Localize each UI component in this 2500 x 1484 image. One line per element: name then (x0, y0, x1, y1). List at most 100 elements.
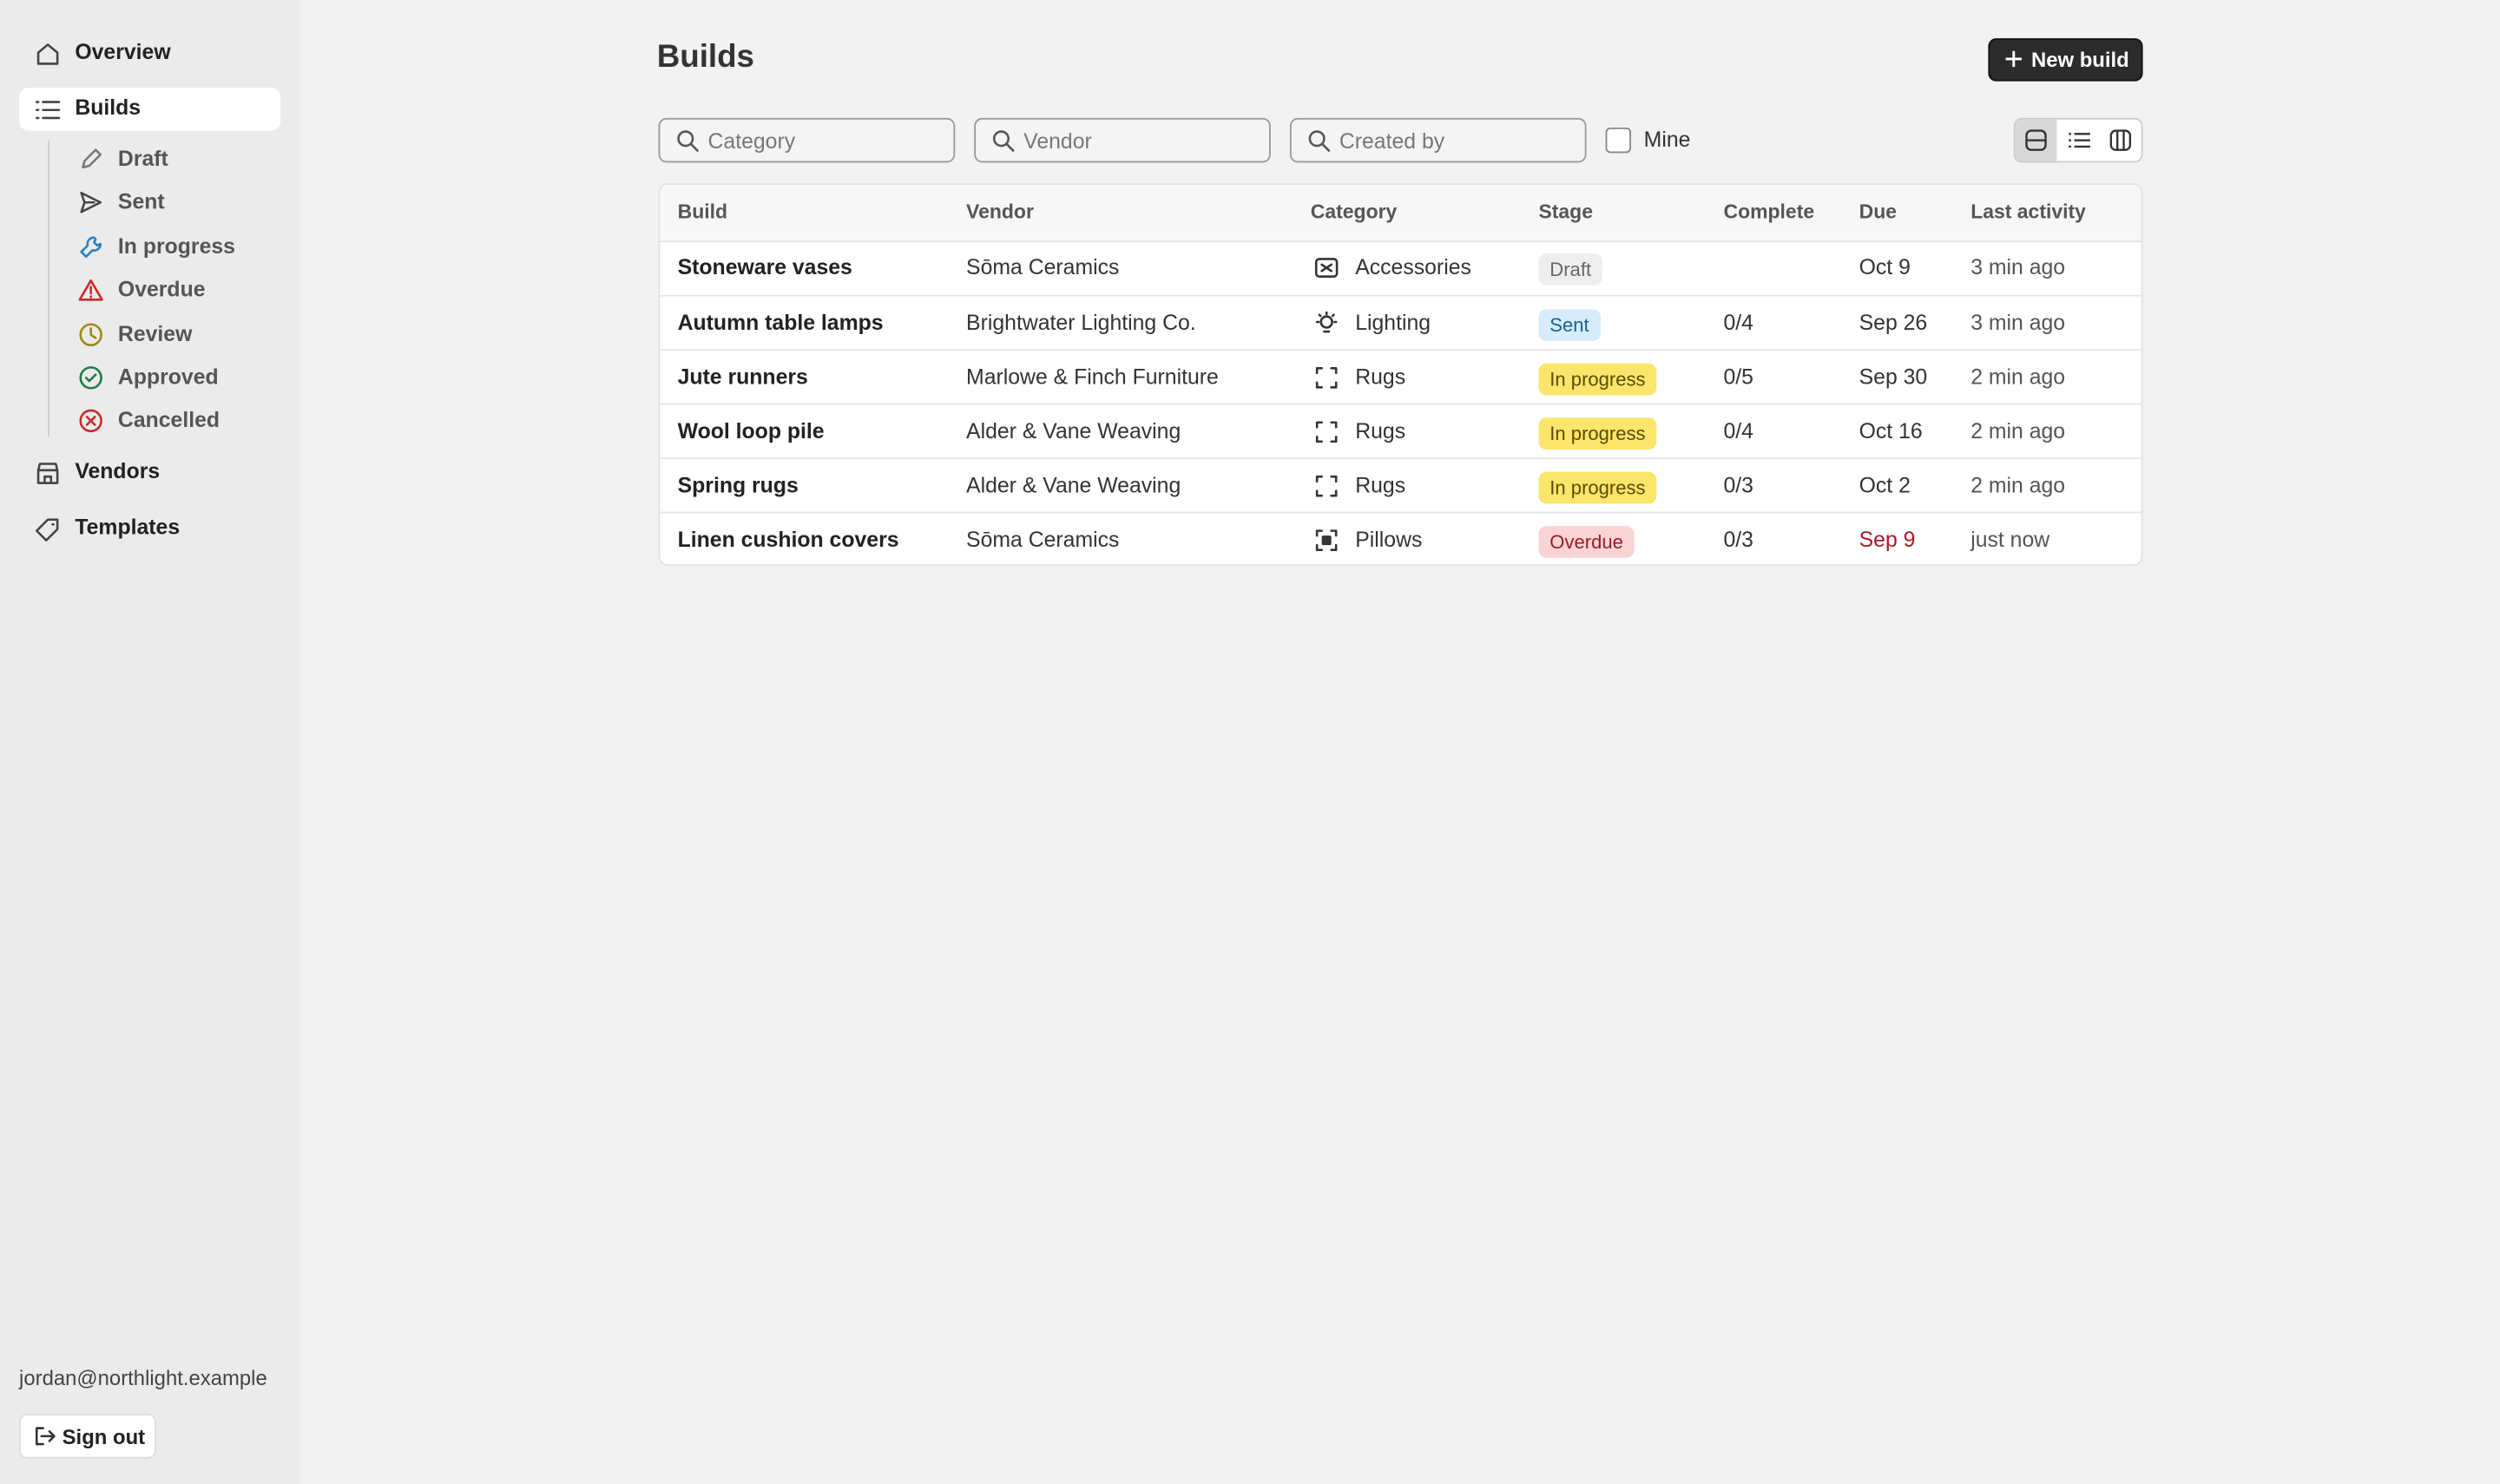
sub-nav-label: Sent (117, 190, 165, 214)
build-cell: Autumn table lamps (677, 311, 884, 335)
due-cell: Oct 9 (1859, 254, 1911, 279)
icon (79, 366, 102, 390)
stage-badge: In progress (1538, 471, 1657, 504)
view-list[interactable] (2058, 120, 2100, 161)
build-cell: Stoneware vases (677, 254, 852, 279)
column-header: Due (1859, 200, 1898, 224)
view-columns[interactable] (2100, 120, 2141, 161)
icon (82, 148, 102, 169)
stage-badge: In progress (1538, 363, 1657, 396)
stage-badge: Sent (1538, 309, 1601, 342)
sub-nav-label: Overdue (117, 277, 206, 302)
icon (35, 518, 59, 542)
filter-placeholder: Created by (1339, 128, 1445, 154)
build-cell: Spring rugs (677, 473, 799, 498)
button-label: New build (2030, 48, 2129, 72)
nav-item[interactable]: Builds (19, 88, 281, 131)
sub-nav-item[interactable]: Cancelled (76, 404, 280, 438)
filter-input[interactable]: Vendor (974, 117, 1271, 163)
category-cell: Accessories (1355, 254, 1471, 279)
icon (2069, 133, 2090, 148)
nav-label: Vendors (75, 458, 161, 483)
column-header: Stage (1538, 200, 1593, 224)
icon (36, 463, 59, 484)
sub-nav-item[interactable]: Review (76, 317, 280, 351)
icon (992, 130, 1015, 152)
vendor-cell: Alder & Vane Weaving (966, 473, 1181, 498)
icon (79, 410, 102, 433)
sub-nav-label: Approved (117, 364, 219, 390)
category-cell: Rugs (1355, 473, 1406, 498)
due-cell: Sep 26 (1859, 311, 1928, 335)
column-header: Last activity (1970, 200, 2086, 224)
nav-item[interactable]: Overview (19, 32, 280, 76)
column-header: Build (677, 200, 728, 224)
nav-label: Templates (75, 515, 181, 539)
last-activity-cell: 2 min ago (1970, 419, 2066, 443)
table-row[interactable]: Spring rugs Alder & Vane Weaving Rugs In pr… (660, 457, 2141, 513)
icon (79, 322, 102, 346)
new-build-button[interactable]: New build (1988, 38, 2143, 82)
vendor-cell: Marlowe & Finch Furniture (966, 364, 1219, 390)
category-icon (1315, 529, 1338, 551)
sub-nav-item[interactable]: Approved (76, 360, 280, 395)
sub-nav-item[interactable]: In progress (76, 229, 280, 264)
column-header: Complete (1723, 200, 1815, 224)
icon (35, 1427, 56, 1446)
sub-nav-item[interactable]: Draft (76, 141, 280, 176)
complete-cell: 0/5 (1723, 364, 1754, 390)
table-header (660, 185, 2141, 243)
icon (80, 192, 102, 214)
nav-label: Builds (75, 95, 141, 120)
complete-cell: 0/3 (1723, 473, 1754, 498)
category-icon (1315, 475, 1338, 497)
vendor-cell: Alder & Vane Weaving (966, 419, 1181, 443)
sub-nav-label: Cancelled (117, 408, 220, 433)
last-activity-cell: 2 min ago (1970, 473, 2066, 498)
sign-out-label: Sign out (62, 1425, 146, 1449)
sub-nav-item[interactable]: Sent (76, 186, 280, 220)
nav-item[interactable]: Vendors (19, 451, 280, 495)
column-header: Vendor (966, 200, 1034, 224)
icon (80, 236, 102, 258)
due-cell: Oct 2 (1859, 473, 1911, 498)
nav-item[interactable]: Templates (19, 507, 280, 550)
table-row[interactable]: Stoneware vases Sōma Ceramics Accessories D… (660, 240, 2141, 294)
sign-out-button[interactable]: Sign out (19, 1414, 156, 1459)
category-icon (1315, 311, 1338, 333)
category-cell: Rugs (1355, 419, 1406, 443)
category-icon (1314, 258, 1339, 278)
table-row[interactable]: Wool loop pile Alder & Vane Weaving Rugs In… (660, 403, 2141, 459)
vendor-cell: Brightwater Lighting Co. (966, 311, 1196, 335)
filter-placeholder: Category (707, 128, 796, 154)
builds-table: Build Vendor Category Stage Complete Due Last … (658, 183, 2143, 567)
nav-label: Overview (75, 39, 171, 64)
view-card[interactable] (2015, 119, 2057, 161)
filter-input[interactable]: Category (658, 117, 956, 163)
vendor-cell: Sōma Ceramics (966, 254, 1120, 279)
table-row[interactable]: Linen cushion covers Sōma Ceramics Pillows… (660, 511, 2141, 565)
icon (2025, 129, 2047, 151)
column-header: Category (1310, 200, 1398, 224)
sub-nav-label: Draft (117, 146, 168, 171)
sub-nav-rail (48, 140, 49, 437)
vendor-cell: Sōma Ceramics (966, 527, 1120, 552)
filter-input[interactable]: Created by (1289, 117, 1587, 163)
complete-cell: 0/3 (1723, 527, 1754, 552)
sub-nav-item[interactable]: Overdue (76, 273, 280, 307)
table-row[interactable]: Autumn table lamps Brightwater Lighting C… (660, 294, 2141, 351)
mine-checkbox[interactable] (1605, 127, 1631, 154)
icon (677, 130, 699, 152)
view-toggle (2013, 117, 2143, 163)
page-title: Builds (656, 39, 755, 76)
icon (2109, 129, 2132, 151)
mine-label: Mine (1643, 127, 1691, 152)
icon (1308, 130, 1331, 152)
table-row[interactable]: Jute runners Marlowe & Finch Furniture Rug… (660, 349, 2141, 404)
due-cell: Sep 30 (1859, 364, 1928, 390)
icon (36, 43, 59, 65)
last-activity-cell: 3 min ago (1970, 254, 2066, 279)
stage-badge: Draft (1538, 253, 1602, 286)
